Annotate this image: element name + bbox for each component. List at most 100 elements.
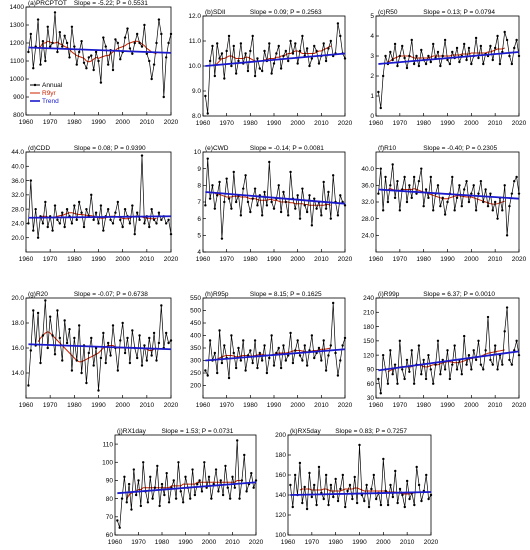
annual-point bbox=[412, 175, 416, 179]
annual-point bbox=[282, 190, 285, 194]
annual-point bbox=[403, 377, 406, 381]
annual-point bbox=[148, 336, 151, 340]
annual-point bbox=[515, 38, 518, 42]
annual-point bbox=[379, 167, 382, 170]
annual-point bbox=[439, 64, 442, 68]
y-tick-label: 180 bbox=[275, 452, 286, 459]
annual-point bbox=[479, 179, 483, 183]
annual-point bbox=[339, 34, 342, 38]
annual-point bbox=[277, 184, 280, 187]
annual-point bbox=[268, 42, 271, 45]
plot-frame bbox=[375, 15, 520, 117]
annual-point bbox=[341, 473, 345, 477]
annual-point bbox=[432, 382, 435, 385]
annual-point bbox=[374, 497, 378, 501]
annual-point bbox=[303, 204, 306, 207]
annual-point bbox=[303, 485, 306, 489]
annual-point bbox=[403, 56, 406, 60]
annual-point bbox=[508, 204, 511, 208]
annual-point bbox=[517, 353, 521, 357]
x-tick-label: 1960 bbox=[19, 119, 34, 126]
y-tick-label: 20.0 bbox=[11, 295, 24, 302]
annual-point bbox=[58, 222, 62, 225]
panel-statistics: Slope = -5.22; P = 0.5531 bbox=[74, 0, 148, 7]
annual-point bbox=[138, 218, 141, 222]
annual-point bbox=[401, 368, 404, 371]
annual-point bbox=[451, 50, 454, 54]
y-tick-label: 3 bbox=[370, 53, 374, 60]
annual-point bbox=[484, 188, 487, 191]
y-tick-label: 32.0 bbox=[361, 199, 374, 206]
annual-point bbox=[279, 67, 283, 70]
annual-point bbox=[118, 526, 121, 529]
annual-point bbox=[51, 334, 54, 337]
annual-point bbox=[398, 487, 402, 491]
annual-point bbox=[513, 46, 516, 50]
annual-point bbox=[339, 359, 342, 362]
annual-point bbox=[131, 52, 134, 55]
annual-point bbox=[80, 40, 83, 43]
annual-point bbox=[216, 371, 219, 375]
annual-point bbox=[142, 461, 145, 464]
annual-point bbox=[412, 382, 416, 385]
annual-point bbox=[422, 358, 425, 362]
annual-point bbox=[377, 192, 380, 195]
annual-point bbox=[240, 479, 244, 482]
annual-point bbox=[236, 439, 239, 442]
annual-point bbox=[169, 232, 173, 236]
annual-point bbox=[27, 384, 30, 387]
y-tick-label: 70 bbox=[106, 514, 114, 521]
annual-point bbox=[223, 344, 226, 347]
annual-point bbox=[223, 77, 226, 80]
annual-point bbox=[80, 371, 83, 375]
annual-point bbox=[331, 174, 335, 177]
annual-point bbox=[460, 372, 463, 376]
annual-point bbox=[70, 222, 74, 225]
panel-title: (i)R99p bbox=[378, 291, 400, 298]
annual-point bbox=[217, 490, 220, 493]
annual-point bbox=[128, 361, 132, 365]
annual-point bbox=[381, 209, 385, 212]
x-tick-label: 2020 bbox=[512, 120, 527, 127]
annual-point bbox=[231, 475, 234, 479]
annual-line bbox=[205, 302, 346, 379]
annual-point bbox=[220, 52, 224, 55]
y-tick-label: 32.0 bbox=[11, 192, 24, 199]
plot-frame bbox=[25, 151, 172, 253]
annual-point bbox=[429, 60, 433, 64]
annual-point bbox=[208, 339, 212, 342]
annual-point bbox=[211, 184, 214, 187]
annual-point bbox=[382, 457, 385, 461]
annual-point bbox=[155, 222, 158, 225]
annual-point bbox=[203, 461, 206, 464]
annual-point bbox=[149, 475, 152, 479]
annual-point bbox=[232, 44, 235, 48]
annual-point bbox=[75, 218, 78, 222]
annual-point bbox=[467, 46, 471, 50]
panel-c-r50: 1960 1970 1980 1990 2000 2010 2020 0 1 2 3 4 5 (c)R50… bbox=[369, 9, 527, 127]
annual-point bbox=[61, 211, 64, 214]
annual-point bbox=[296, 194, 299, 197]
trend-line bbox=[378, 51, 520, 65]
annual-point bbox=[104, 361, 107, 365]
annual-point bbox=[164, 331, 168, 335]
annual-point bbox=[427, 497, 430, 501]
annual-point bbox=[230, 207, 233, 210]
annual-point bbox=[329, 217, 332, 220]
annual-point bbox=[453, 344, 456, 347]
y-tick-label: 300 bbox=[190, 358, 201, 365]
annual-point bbox=[320, 214, 323, 217]
annual-point bbox=[230, 64, 233, 68]
annual-point bbox=[172, 479, 175, 482]
annual-point bbox=[336, 22, 340, 25]
panel-title: (g)R20 bbox=[28, 291, 48, 298]
annual-point bbox=[327, 354, 330, 357]
annual-point bbox=[160, 218, 163, 222]
annual-point bbox=[184, 475, 187, 479]
annual-point bbox=[128, 47, 132, 50]
annual-point bbox=[29, 32, 33, 36]
annual-point bbox=[152, 331, 156, 335]
annual-point bbox=[27, 50, 30, 54]
annual-point bbox=[446, 200, 449, 204]
y-tick-label: 240 bbox=[363, 295, 374, 302]
